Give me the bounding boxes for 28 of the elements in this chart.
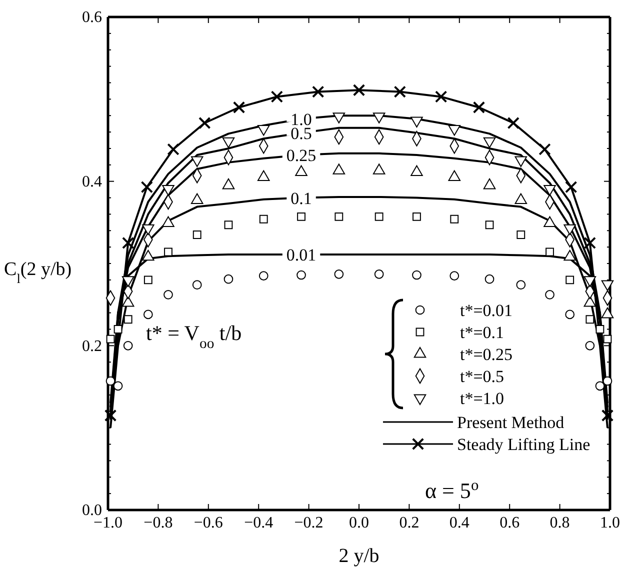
annotation: α = 5$^{o}$: [425, 476, 479, 503]
y-axis-title: C$_{l}$(2 y/b): [4, 259, 72, 286]
annotation: t* = V$_{oo}$ t/b: [146, 321, 242, 352]
y-tick-label: 0.6: [82, 9, 102, 26]
x-axis-title: 2 y/b: [338, 545, 380, 567]
x-tick-label: 0.8: [550, 514, 570, 532]
y-tick-label: 0.2: [82, 338, 102, 355]
legend-label: Steady Lifting Line: [457, 435, 590, 454]
y-tick-label: 0.4: [82, 173, 102, 190]
legend-label: t*=0.1: [460, 323, 504, 342]
annotation: Present Method: [457, 413, 565, 432]
legend-label: t*=0.5: [460, 367, 504, 386]
legend-label: t*=0.01: [460, 301, 513, 320]
x-tick-label: −0.4: [244, 514, 274, 532]
x-tick-label: −0.6: [194, 514, 223, 532]
x-tick-label: 0.2: [399, 514, 420, 532]
x-tick-label: 0.0: [349, 514, 369, 532]
series-label: 0.25: [286, 146, 316, 166]
x-tick-label: 0.6: [500, 514, 520, 532]
legend-label: t*=0.25: [460, 345, 513, 364]
x-tick-label: 0.4: [449, 514, 470, 532]
legend-label: t*=1.0: [460, 389, 504, 408]
x-tick-label: −0.2: [294, 514, 324, 532]
series-label: 1.0: [290, 110, 312, 129]
x-tick-label: −0.8: [144, 514, 173, 532]
series-label: 0.1: [290, 188, 312, 208]
series-label: 0.01: [286, 245, 316, 264]
x-tick-label: 1.0: [600, 514, 620, 532]
